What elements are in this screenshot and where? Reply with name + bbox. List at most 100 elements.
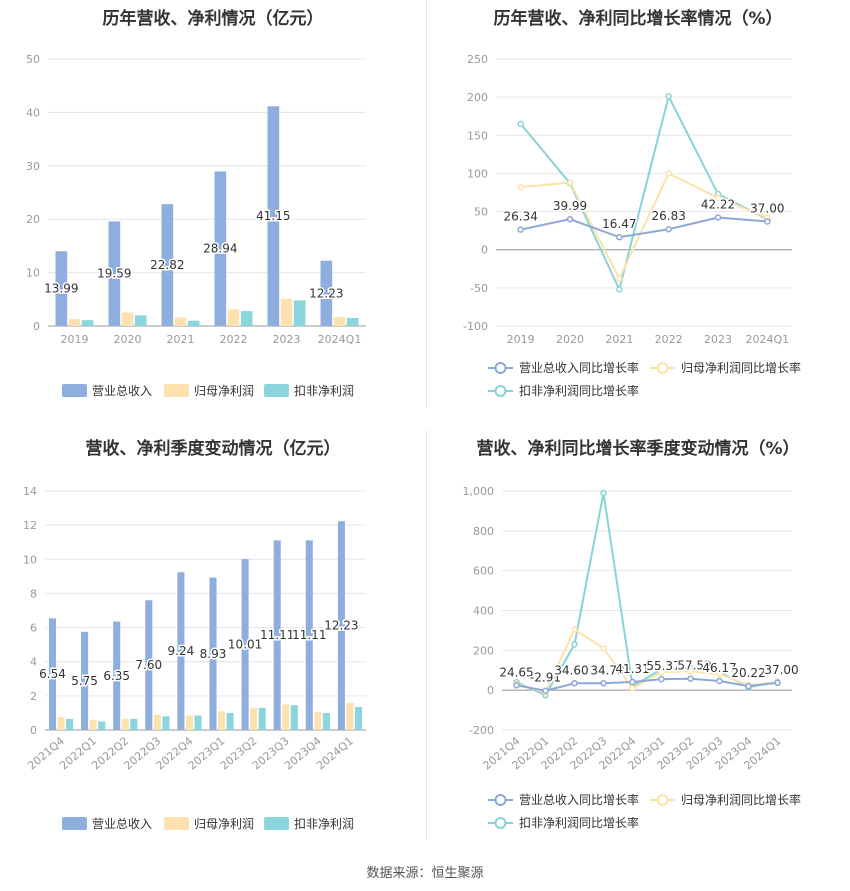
annual-growth-rate-panel: 历年营收、净利同比增长率情况（%） -100 -50 0 50 100 150 200 250… <box>426 0 850 420</box>
series-line <box>516 677 778 692</box>
data-label: 41.31 <box>615 662 649 676</box>
legend-label: 扣非净利润同比增长率 <box>519 383 639 398</box>
bar <box>320 260 333 326</box>
bar <box>354 706 363 730</box>
panel-title: 营收、净利同比增长率季度变动情况（%） <box>476 439 800 459</box>
y-tick-label: -100 <box>463 320 488 333</box>
y-tick-label: 50 <box>26 53 40 66</box>
data-point <box>658 675 665 683</box>
data-point <box>600 489 607 497</box>
data-label: 13.99 <box>44 282 78 296</box>
data-label: 34.60 <box>554 663 588 677</box>
legend-label: 营业总收入同比增长率 <box>519 360 639 375</box>
x-tick-label: 2022 <box>655 333 683 346</box>
data-label: 6.54 <box>39 667 66 681</box>
bar <box>153 714 161 730</box>
data-label: 41.15 <box>256 209 290 223</box>
bar <box>187 320 200 326</box>
data-point <box>629 678 636 686</box>
data-point <box>513 682 520 689</box>
data-label: 16.47 <box>602 217 636 231</box>
data-point <box>716 670 723 678</box>
y-tick-label: 20 <box>26 213 40 226</box>
y-tick-label: 10 <box>23 553 37 566</box>
bar <box>145 600 153 730</box>
data-label: 46.17 <box>702 661 736 675</box>
data-point <box>665 225 672 233</box>
annual-bar-chart: 0 10 20 30 40 50 13.99 19.59 22.82 28.94 41.15 12.2… <box>26 53 366 398</box>
data-point <box>714 214 722 221</box>
data-label: 39.99 <box>553 199 587 213</box>
bar <box>66 718 74 730</box>
y-tick-label: 30 <box>26 160 40 173</box>
bar <box>241 559 249 730</box>
y-tick-label: 200 <box>473 644 494 657</box>
data-point <box>600 645 607 652</box>
y-tick-label: 600 <box>473 565 494 578</box>
y-tick-label: 10 <box>26 267 40 280</box>
bar <box>185 715 193 730</box>
bar <box>333 316 346 326</box>
bar <box>174 317 187 326</box>
data-point <box>687 667 694 675</box>
y-tick-label: 12 <box>23 519 37 532</box>
legend-label: 归母净利润 <box>194 817 254 831</box>
data-point <box>616 286 623 293</box>
series-line <box>519 93 768 293</box>
bar <box>68 319 81 326</box>
data-label: 22.82 <box>150 258 184 272</box>
data-label: 6.35 <box>103 669 130 683</box>
data-point <box>616 275 623 282</box>
vertical-divider-top <box>426 0 427 408</box>
y-tick-label: 1,000 <box>463 485 495 498</box>
data-label: 11.11 <box>260 628 294 642</box>
x-tick-label: 2022 <box>220 333 248 346</box>
bar <box>322 712 330 730</box>
bar <box>134 315 147 326</box>
data-label: 42.22 <box>701 198 735 212</box>
data-label: 28.94 <box>203 242 237 256</box>
vertical-divider-bottom <box>426 430 427 840</box>
bar <box>293 300 306 326</box>
bar <box>162 716 170 730</box>
legend-swatch <box>164 817 189 830</box>
data-point <box>517 183 524 191</box>
y-tick-label: 8 <box>30 587 37 600</box>
bar <box>113 621 121 730</box>
bar <box>121 312 134 326</box>
y-tick-label: 100 <box>467 167 488 180</box>
legend-swatch <box>62 817 87 830</box>
bar <box>48 618 57 730</box>
y-tick-label: 0 <box>481 244 488 257</box>
data-label: 26.83 <box>651 209 685 223</box>
x-tick-label: 2021 <box>167 333 195 346</box>
data-label: 20.22 <box>731 666 765 680</box>
data-label: 26.34 <box>503 210 537 224</box>
panel-title: 历年营收、净利情况（亿元） <box>102 9 324 29</box>
legend-swatch <box>264 817 289 830</box>
data-point <box>764 218 771 225</box>
bar <box>57 717 65 730</box>
bar <box>81 320 94 326</box>
x-tick-label: 2021 <box>605 333 633 346</box>
y-tick-label: -50 <box>470 282 488 295</box>
y-tick-label: 0 <box>487 684 494 697</box>
bar <box>209 577 217 730</box>
data-label: 10.01 <box>228 638 262 652</box>
bar <box>250 707 258 730</box>
legend-marker <box>656 362 669 374</box>
bar <box>227 309 240 326</box>
annual-revenue-profit-panel: 历年营收、净利情况（亿元） 0 10 20 30 40 50 13.99 19.59 22.82… <box>0 0 426 420</box>
bar <box>130 718 138 730</box>
data-point <box>687 675 694 682</box>
data-point <box>571 680 578 687</box>
legend-marker <box>494 817 507 829</box>
bar <box>98 721 106 730</box>
data-point <box>745 682 752 690</box>
data-label: 24.65 <box>499 665 533 679</box>
data-point <box>658 668 665 676</box>
y-tick-label: 2 <box>30 690 37 703</box>
bar <box>314 712 322 730</box>
y-tick-label: 40 <box>26 106 40 119</box>
